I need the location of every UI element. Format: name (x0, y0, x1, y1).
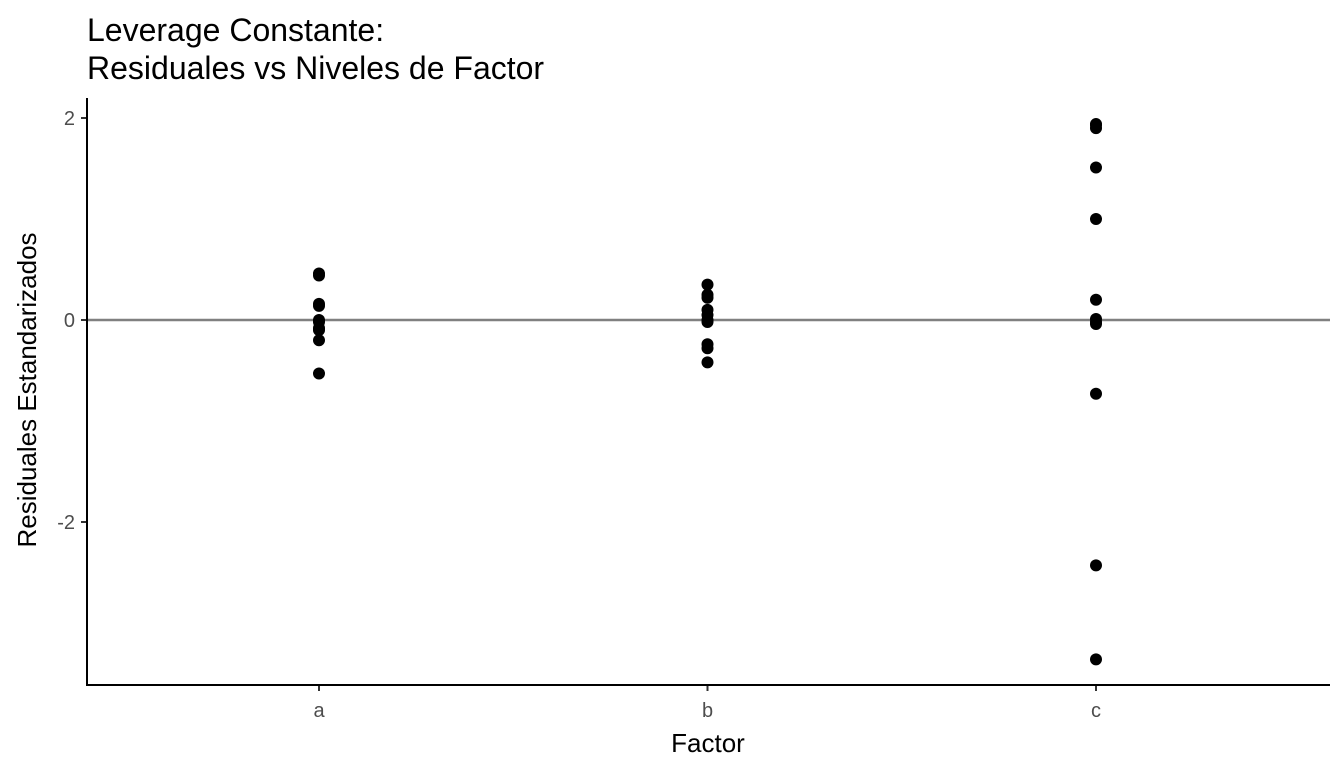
chart-title-line-2: Residuales vs Niveles de Factor (87, 50, 544, 86)
data-point (701, 356, 714, 369)
y-tick-label: -2 (57, 512, 75, 534)
x-tick-label-b: b (702, 700, 713, 722)
y-tick-label: 0 (64, 310, 75, 332)
data-points (313, 118, 1102, 666)
y-axis-title: Residuales Estandarizados (12, 232, 42, 547)
x-tick-label-a: a (313, 700, 325, 722)
data-point (1090, 213, 1102, 225)
data-point (1090, 653, 1102, 666)
data-point (313, 269, 325, 282)
data-point (313, 367, 325, 380)
x-tick-label-c: c (1091, 700, 1101, 722)
data-point (701, 291, 714, 304)
x-axis-ticks: a b c (313, 685, 1101, 722)
data-point (1090, 119, 1102, 132)
data-point (701, 316, 714, 329)
data-point (313, 324, 325, 337)
data-point (1090, 559, 1102, 572)
data-point (313, 334, 325, 347)
y-axis-ticks: 2 0 -2 (57, 108, 87, 534)
chart-title-line-1: Leverage Constante: (87, 12, 384, 48)
data-point (1090, 387, 1102, 400)
x-axis-title: Factor (671, 728, 745, 758)
data-point (1090, 318, 1102, 331)
data-point (1090, 293, 1102, 306)
data-point (701, 342, 714, 355)
y-tick-label: 2 (64, 108, 75, 130)
data-point (701, 278, 714, 291)
data-point (313, 299, 325, 312)
data-point (1090, 161, 1102, 174)
